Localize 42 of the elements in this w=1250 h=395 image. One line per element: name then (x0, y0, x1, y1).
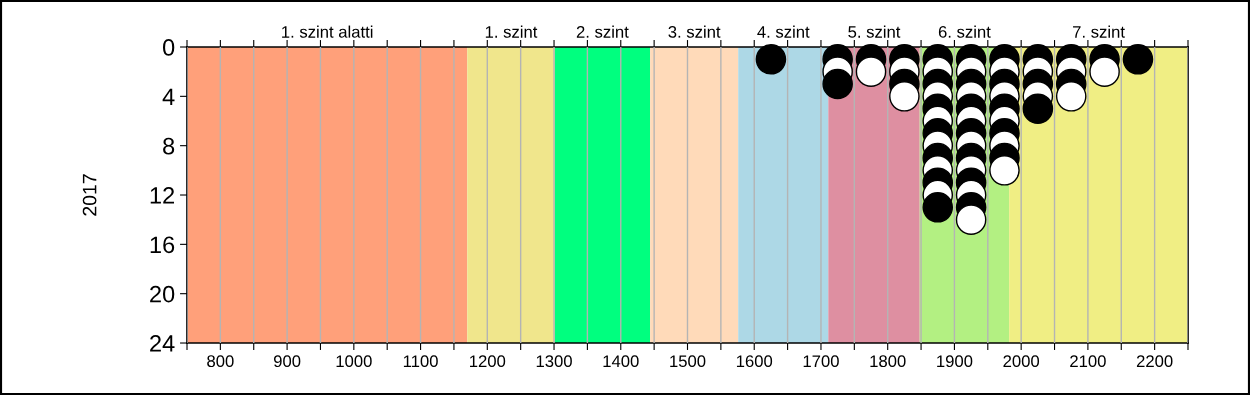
point (755, 44, 787, 75)
y-axis-title: 2017 (82, 174, 97, 216)
x-tick-label: 1200 (470, 355, 506, 368)
point (955, 204, 987, 235)
x-tick-label: 1100 (403, 355, 438, 368)
y-tick-label: 20 (150, 285, 175, 303)
y-tick-label: 24 (150, 335, 175, 352)
x-tick-label: 1400 (603, 355, 639, 368)
x-tick-label: 1600 (736, 355, 773, 368)
point (922, 192, 954, 223)
point (822, 68, 853, 100)
band-label: 5. szint (848, 25, 901, 38)
band-label: 1. szint (485, 25, 538, 38)
band-label: 6. szint (938, 25, 991, 38)
x-tick-label: 1500 (670, 355, 706, 368)
x-tick-label: 1900 (937, 355, 973, 368)
point (855, 56, 887, 87)
x-tick-label: 2200 (1136, 355, 1173, 368)
point (1022, 93, 1054, 124)
point (1055, 81, 1087, 112)
x-tick-label: 1700 (803, 355, 839, 368)
x-tick-label: 1000 (336, 355, 372, 368)
x-tick-label: 900 (273, 355, 301, 368)
y-tick-label: 0 (162, 39, 175, 56)
x-tick-label: 1300 (536, 355, 572, 368)
band-label: 7. szint (1073, 25, 1125, 38)
y-tick-label: 4 (162, 88, 175, 105)
y-tick-label: 16 (150, 236, 175, 254)
y-tick-label: 8 (163, 137, 175, 155)
point (989, 155, 1020, 186)
band-label: 3. szint (668, 25, 721, 38)
x-tick-label: 2000 (1003, 355, 1040, 368)
x-tick-label: 800 (207, 355, 234, 368)
x-tick-label: 1800 (870, 355, 906, 368)
band-label: 4. szint (757, 25, 810, 38)
band-label: 2. szint (576, 25, 629, 38)
x-tick-label: 2100 (1070, 355, 1106, 368)
point (889, 81, 920, 112)
y-tick-label: 12 (150, 187, 175, 204)
point (1122, 44, 1154, 75)
point (1089, 56, 1120, 87)
band-label: 1. szint alatti (282, 25, 373, 38)
